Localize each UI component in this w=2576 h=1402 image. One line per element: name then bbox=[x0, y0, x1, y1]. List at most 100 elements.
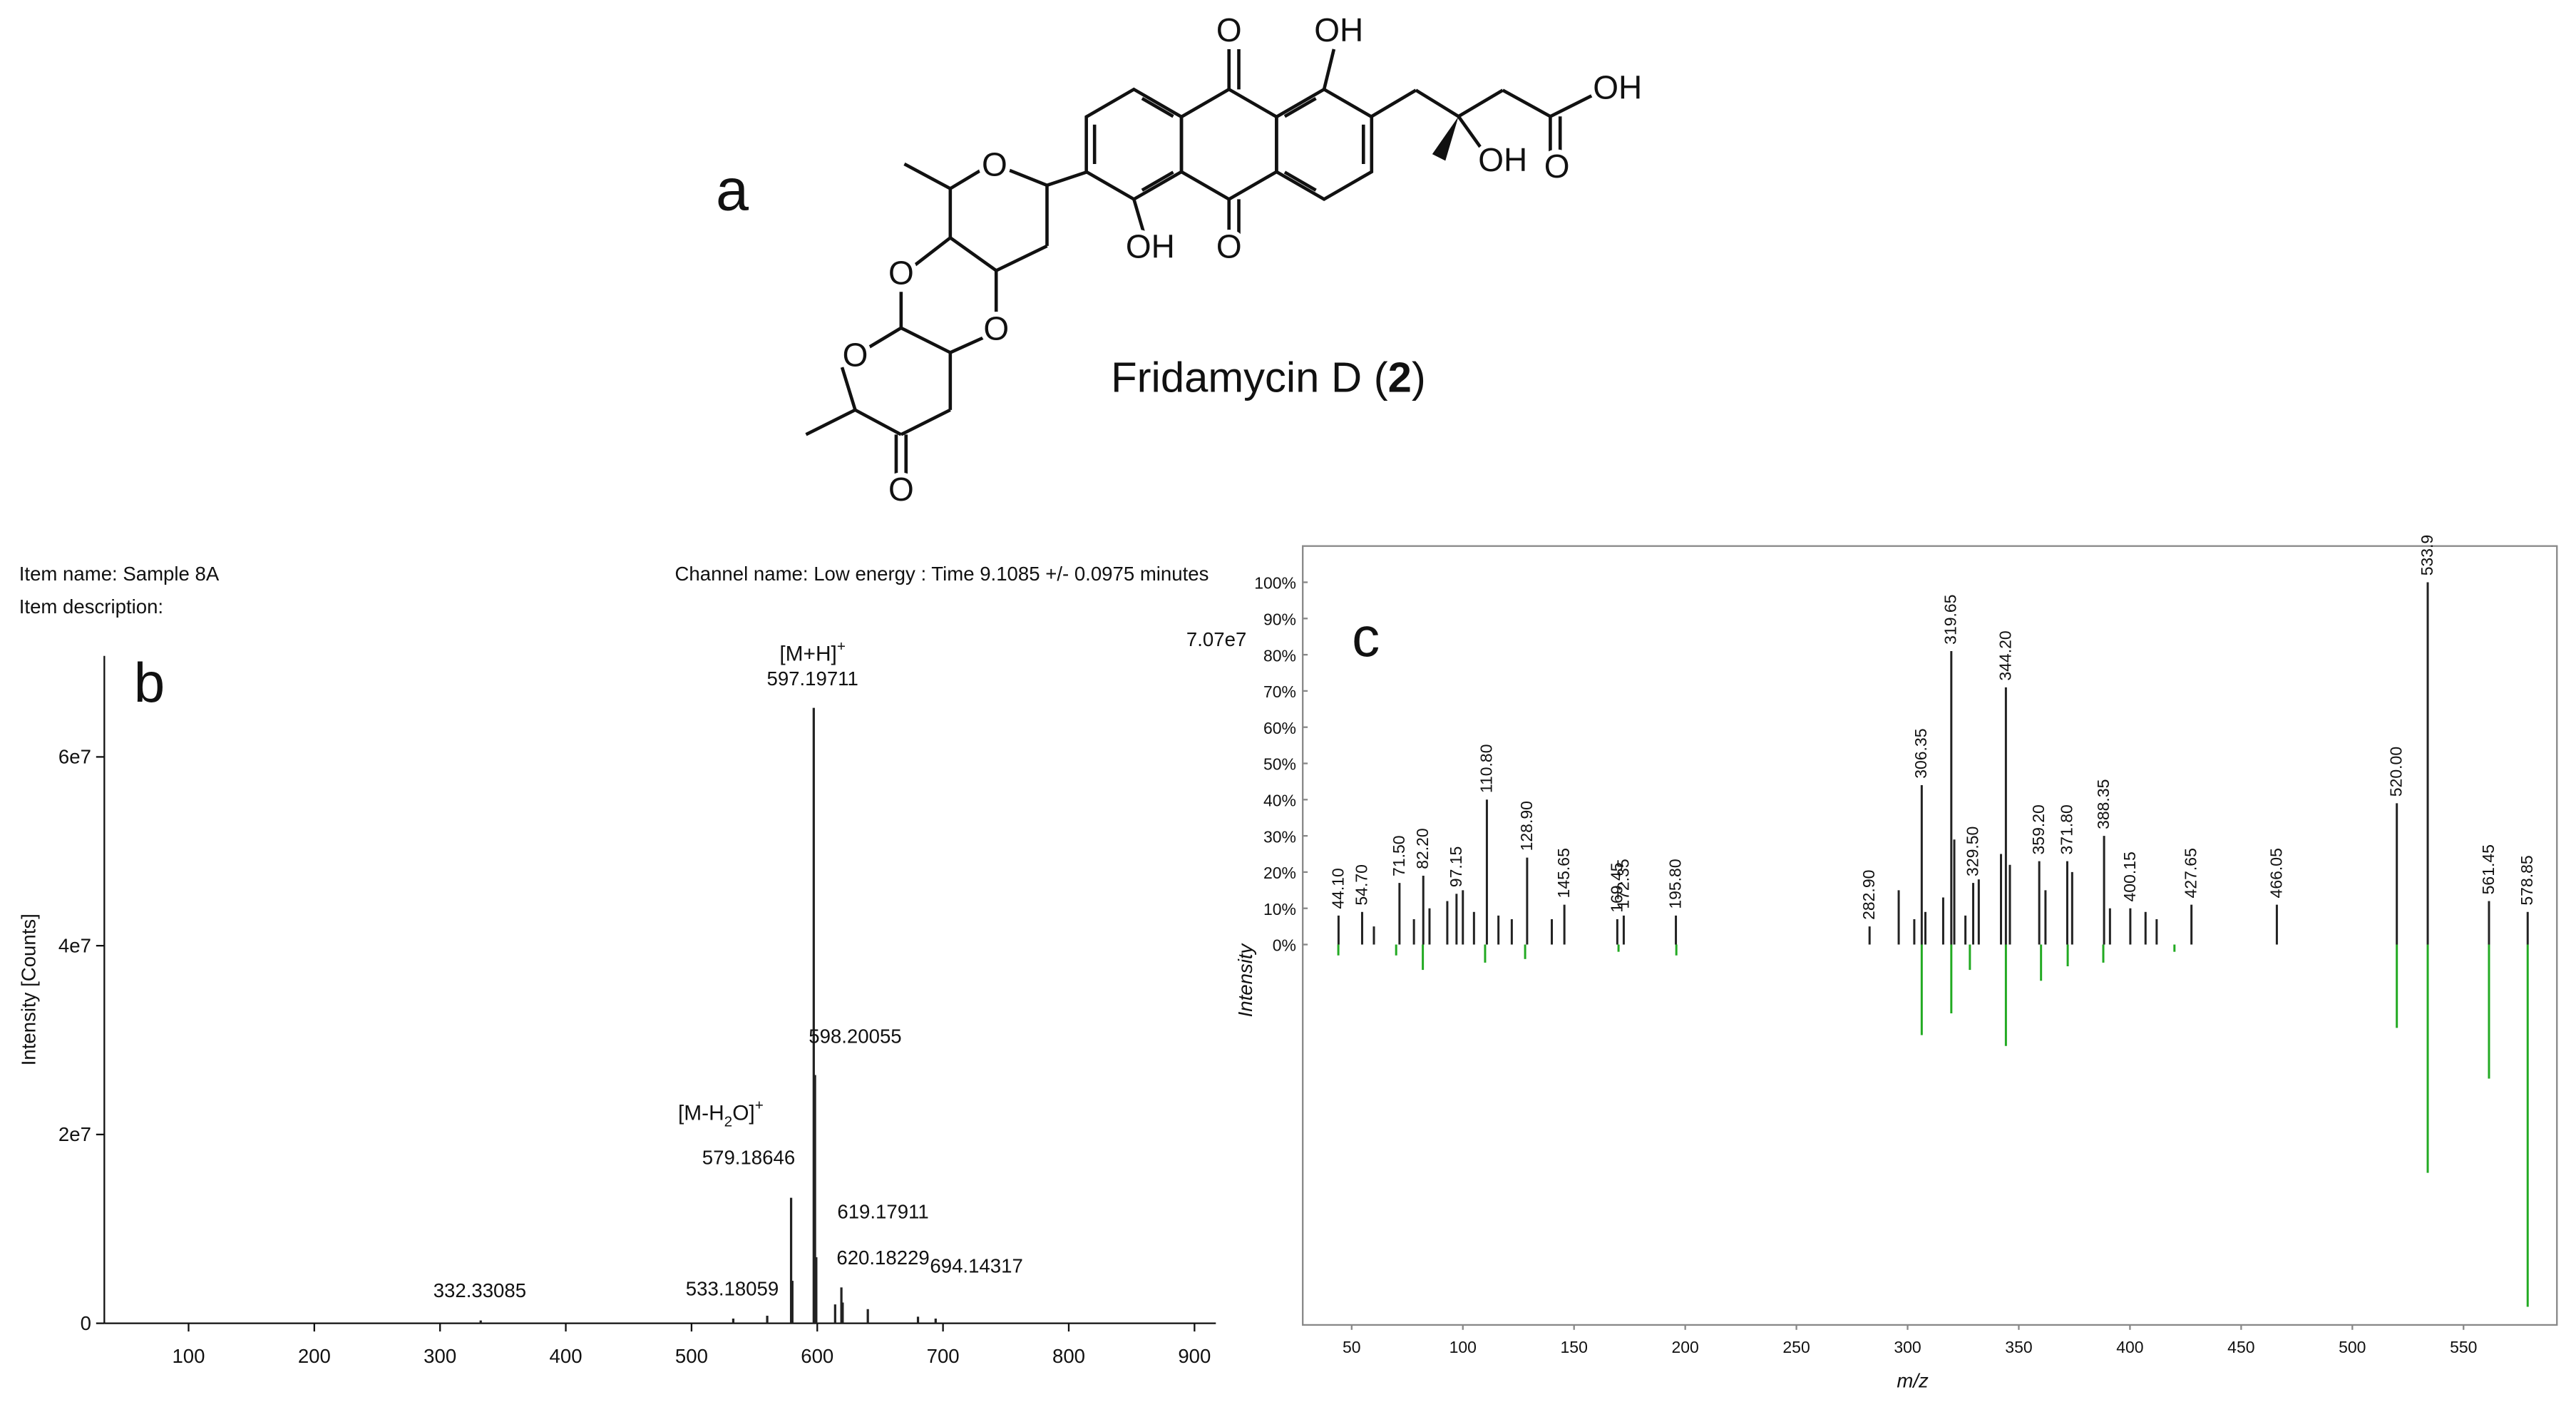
peak-label: 579.18646 bbox=[702, 1147, 795, 1169]
compound-name: Fridamycin D (2) bbox=[1111, 354, 1426, 401]
peak-label: 694.14317 bbox=[930, 1254, 1022, 1276]
plot-frame bbox=[1302, 545, 2558, 1326]
x-tick-label: 500 bbox=[675, 1345, 708, 1367]
annotation-sup: + bbox=[755, 1097, 764, 1114]
annotation-text: O] bbox=[732, 1102, 755, 1125]
bond bbox=[1141, 96, 1174, 118]
y-tick-label: 80% bbox=[1263, 646, 1296, 665]
peak-label: 533.9 bbox=[2418, 535, 2436, 576]
bond bbox=[1457, 115, 1485, 152]
y-tick-label: 70% bbox=[1263, 682, 1296, 701]
x-tick-label: 400 bbox=[2116, 1338, 2143, 1356]
x-tick-label: 600 bbox=[801, 1345, 833, 1367]
x-tick-label: 250 bbox=[1782, 1338, 1810, 1356]
atom-label: OH bbox=[1593, 69, 1642, 106]
x-tick-label: 150 bbox=[1561, 1338, 1588, 1356]
bond bbox=[995, 244, 1048, 272]
y-tick-label: 50% bbox=[1263, 755, 1296, 774]
peak-label: 388.35 bbox=[2094, 779, 2113, 829]
bond bbox=[900, 326, 951, 354]
bond bbox=[840, 367, 857, 411]
atom-label: O bbox=[982, 146, 1007, 183]
peak-label: 520.00 bbox=[2387, 747, 2406, 797]
peak-label: 82.20 bbox=[1413, 828, 1432, 869]
x-tick-label: 200 bbox=[1671, 1338, 1698, 1356]
annotation-sub: 2 bbox=[724, 1114, 733, 1130]
peak-label: 97.15 bbox=[1447, 846, 1465, 888]
item-description: Item description: bbox=[19, 595, 163, 618]
bond bbox=[1322, 48, 1336, 90]
bond bbox=[1370, 88, 1417, 118]
atom-label: O bbox=[1544, 148, 1570, 185]
bond bbox=[900, 408, 951, 436]
peak-label: 319.65 bbox=[1941, 595, 1960, 645]
bond bbox=[1502, 88, 1551, 118]
annotation-text: [M+H] bbox=[779, 643, 837, 666]
peak-label: 359.20 bbox=[2029, 804, 2048, 854]
y-tick-label: 6e7 bbox=[58, 746, 91, 768]
peak-label: 282.90 bbox=[1859, 870, 1878, 920]
peak-label: 427.65 bbox=[2182, 848, 2200, 898]
x-tick-label: 500 bbox=[2339, 1338, 2366, 1356]
peak-label: 619.17911 bbox=[837, 1200, 928, 1222]
bond bbox=[1283, 96, 1317, 118]
peak-label: 110.80 bbox=[1477, 745, 1495, 794]
y-tick-label: 100% bbox=[1254, 574, 1296, 593]
bond bbox=[949, 167, 984, 190]
atom-label: O bbox=[888, 254, 914, 291]
x-tick-label: 100 bbox=[1449, 1338, 1477, 1356]
x-tick-label: 350 bbox=[2005, 1338, 2032, 1356]
compound-number: 2 bbox=[1388, 354, 1412, 401]
atom-label: O bbox=[1216, 228, 1242, 265]
peak-label: 371.80 bbox=[2057, 804, 2075, 854]
annotation: [M-H2O]+ bbox=[678, 1097, 764, 1130]
compound-name-text: ) bbox=[1412, 354, 1426, 401]
bond bbox=[854, 408, 902, 436]
ring-bond bbox=[1275, 87, 1374, 202]
atom-label: OH bbox=[1314, 11, 1363, 48]
peak-label: 329.50 bbox=[1963, 827, 1981, 876]
chemical-structure: O OH OH OH O OH O O O O O O bbox=[805, 6, 1647, 513]
peak-label: 332.33085 bbox=[433, 1279, 526, 1301]
y-tick-label: 60% bbox=[1263, 719, 1296, 737]
peak-label: 344.20 bbox=[1996, 630, 2014, 680]
peak-label: 466.05 bbox=[2267, 848, 2285, 898]
y-tick-label: 0 bbox=[81, 1312, 91, 1334]
peak-label: 400.15 bbox=[2120, 851, 2139, 901]
bond bbox=[913, 236, 952, 267]
x-tick-label: 200 bbox=[298, 1345, 331, 1367]
x-tick-label: 450 bbox=[2227, 1338, 2254, 1356]
peak-label: 195.80 bbox=[1666, 859, 1684, 909]
x-tick-label: 50 bbox=[1343, 1338, 1361, 1356]
atom-label: O bbox=[1216, 11, 1242, 48]
peak-label: 71.50 bbox=[1390, 835, 1408, 876]
channel-name: Channel name: Low energy : Time 9.1085 +… bbox=[675, 563, 1209, 585]
x-tick-label: 700 bbox=[927, 1345, 960, 1367]
x-tick-label: 300 bbox=[1894, 1338, 1921, 1356]
bond bbox=[1415, 88, 1459, 118]
y-tick-label: 40% bbox=[1263, 792, 1296, 810]
peak-label: 597.19711 bbox=[767, 667, 858, 690]
peak-label: 533.18059 bbox=[686, 1278, 779, 1300]
bond bbox=[1046, 170, 1087, 188]
bond bbox=[1283, 170, 1317, 192]
peak-label: 172.35 bbox=[1613, 859, 1632, 909]
peak-label: 306.35 bbox=[1912, 728, 1930, 778]
atom-label: O bbox=[843, 336, 868, 373]
ring-bond bbox=[1179, 87, 1278, 202]
annotation-text: [M-H bbox=[678, 1102, 724, 1125]
bond bbox=[1549, 92, 1597, 118]
bond bbox=[1457, 88, 1504, 118]
y-tick-label: 90% bbox=[1263, 610, 1296, 629]
peak-label: 44.10 bbox=[1328, 868, 1347, 909]
atom-label: O bbox=[888, 471, 914, 508]
panel-label: c bbox=[1352, 605, 1380, 668]
annotation: [M+H]+ bbox=[779, 638, 846, 666]
y-tick-label: 30% bbox=[1263, 827, 1296, 846]
compound-name-text: Fridamycin D ( bbox=[1111, 354, 1388, 401]
x-tick-label: 100 bbox=[172, 1345, 205, 1367]
bond bbox=[1005, 167, 1048, 187]
wedge-bond bbox=[1432, 116, 1459, 161]
item-name: Item name: Sample 8A bbox=[19, 563, 220, 585]
